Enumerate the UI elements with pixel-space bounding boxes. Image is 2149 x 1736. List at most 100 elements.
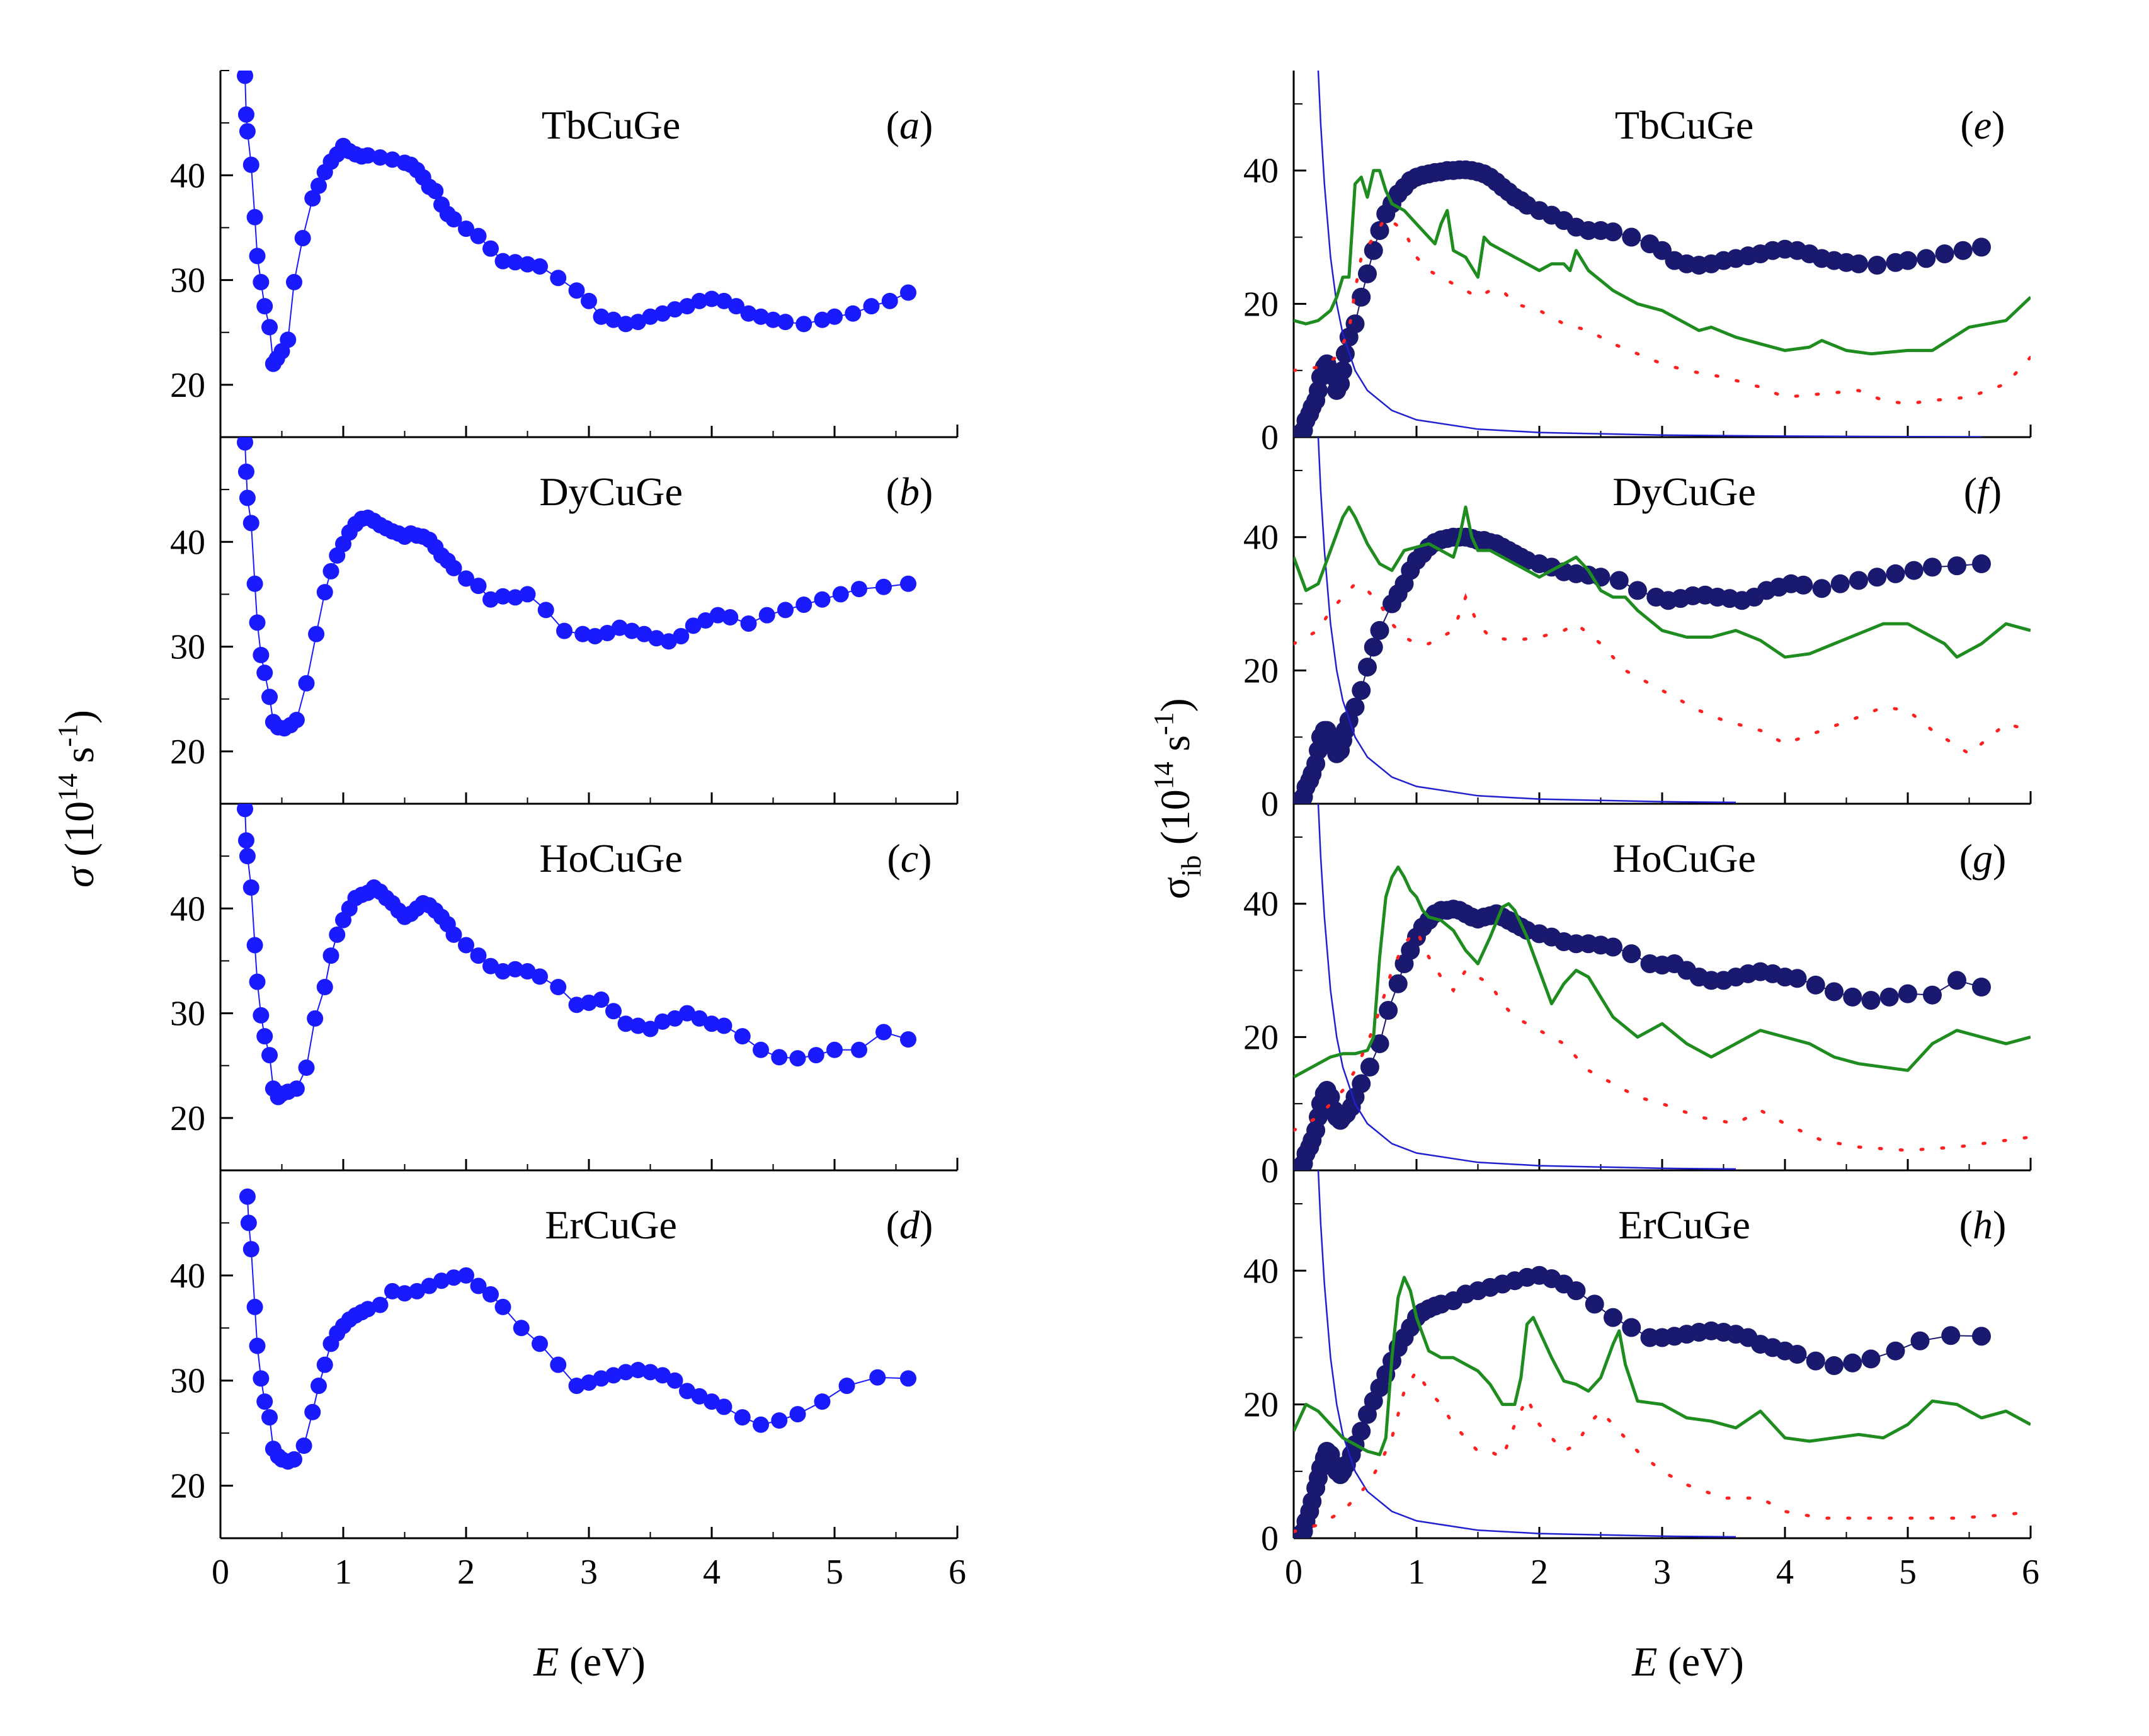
compound-label: TbCuGe (1615, 103, 1753, 147)
data-point (1843, 1353, 1862, 1373)
data-point (445, 1269, 462, 1286)
panel-letter: (e) (1960, 103, 2005, 147)
data-point (494, 253, 511, 270)
data-point (753, 308, 769, 325)
data-point (1370, 220, 1389, 240)
compound-label: ErCuGe (545, 1202, 677, 1247)
y-tick-label: 30 (170, 1362, 205, 1401)
data-point (1364, 637, 1383, 657)
data-point (807, 1047, 824, 1064)
data-point (256, 298, 273, 315)
plot-area (1294, 1170, 2031, 1538)
data-point (881, 292, 898, 309)
left-y-axis-title: σ (1014 s-1) (52, 710, 103, 888)
data-point (771, 1049, 788, 1066)
x-tick-label: 0 (1285, 1553, 1303, 1592)
panel-letter-text: c (901, 836, 918, 881)
data-point (1849, 571, 1868, 590)
data-point (532, 968, 548, 985)
panel-c: 20 30 40 HoCuGe (c) (170, 803, 959, 1172)
data-point (537, 602, 554, 619)
data-point (1628, 581, 1647, 600)
data-point (433, 1272, 450, 1289)
data-point (242, 879, 259, 896)
data-point (715, 292, 732, 309)
data-point (679, 1383, 695, 1400)
data-point (617, 316, 634, 333)
data-point (261, 1047, 278, 1064)
data-point (249, 973, 266, 990)
data-point (494, 588, 511, 605)
data-point (673, 627, 690, 644)
data-point (507, 589, 523, 606)
data-point (630, 1362, 646, 1379)
data-point (494, 1298, 511, 1315)
data-point (396, 1285, 413, 1302)
data-point (574, 625, 591, 642)
data-point (280, 331, 297, 348)
paren-close: ) (1992, 103, 2005, 147)
data-point (814, 311, 831, 328)
panel-f: 0 20 40 DyCuGe (f) (1243, 437, 2032, 824)
plot-area (1294, 437, 2031, 804)
data-point (777, 314, 794, 331)
data-point (427, 183, 444, 200)
data-point (654, 305, 671, 322)
data-point (1604, 222, 1622, 242)
data-point (1849, 254, 1868, 273)
data-point (863, 298, 880, 315)
partial-dotted-curve (1294, 215, 2031, 406)
data-point (709, 607, 726, 624)
data-point (307, 1010, 324, 1027)
data-point (740, 615, 757, 632)
data-point (1787, 1345, 1807, 1364)
plot-area (1294, 804, 2031, 1170)
data-point (239, 123, 256, 140)
data-point (617, 1015, 634, 1032)
data-point (1825, 1356, 1844, 1376)
data-point (1910, 1331, 1930, 1351)
data-point (237, 106, 254, 123)
data-point (753, 1041, 769, 1058)
data-point (316, 1356, 333, 1373)
data-point (568, 282, 585, 299)
data-point (1604, 1308, 1622, 1327)
data-point (605, 1003, 622, 1020)
data-point (814, 591, 831, 608)
data-point (1867, 568, 1887, 587)
data-point (237, 463, 254, 480)
data-point (765, 311, 782, 328)
x-tick-label: 6 (2022, 1553, 2039, 1592)
data-point (795, 597, 812, 614)
y-tick-label: 40 (170, 1257, 205, 1296)
data-point (316, 584, 333, 601)
data-point (851, 581, 867, 598)
data-point (1947, 971, 1966, 990)
data-point (1345, 697, 1365, 717)
data-point (458, 570, 474, 587)
data-point (256, 665, 273, 682)
data-point (900, 1370, 916, 1387)
compound-label: TbCuGe (542, 103, 680, 147)
data-point (1923, 985, 1942, 1005)
data-point (239, 1188, 256, 1205)
data-point (295, 1437, 312, 1454)
paren-close: ) (1993, 1202, 2006, 1247)
data-point (458, 1267, 474, 1284)
data-point (740, 305, 757, 322)
y-tick-label: 0 (1261, 1519, 1279, 1558)
right-y-axis-title: σib (1014 s-1) (1148, 698, 1207, 899)
data-point (445, 926, 462, 943)
data-point (329, 926, 346, 943)
data-point (249, 1337, 266, 1354)
paren-open: ( (1960, 103, 1973, 147)
x-tick-label: 1 (1408, 1553, 1425, 1592)
paren-open: ( (886, 1202, 899, 1247)
panel-letter: (g) (1959, 836, 2007, 881)
y-tick-label: 40 (170, 523, 205, 562)
data-point (519, 586, 536, 603)
data-point (734, 1028, 751, 1045)
x-tick-label: 4 (703, 1553, 721, 1592)
data-point (875, 1024, 892, 1041)
